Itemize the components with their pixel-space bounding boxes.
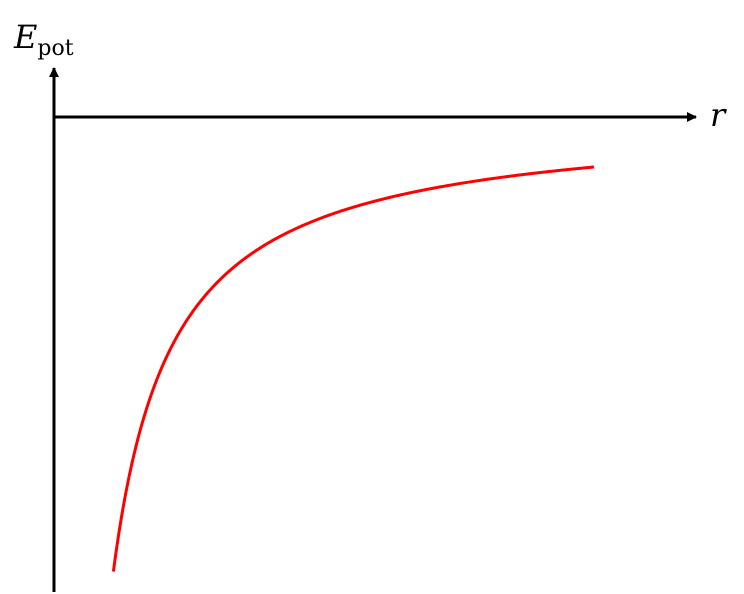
series-line (113, 167, 594, 572)
y-axis-label: Epot (13, 18, 74, 61)
x-axis-label: r (710, 96, 727, 134)
